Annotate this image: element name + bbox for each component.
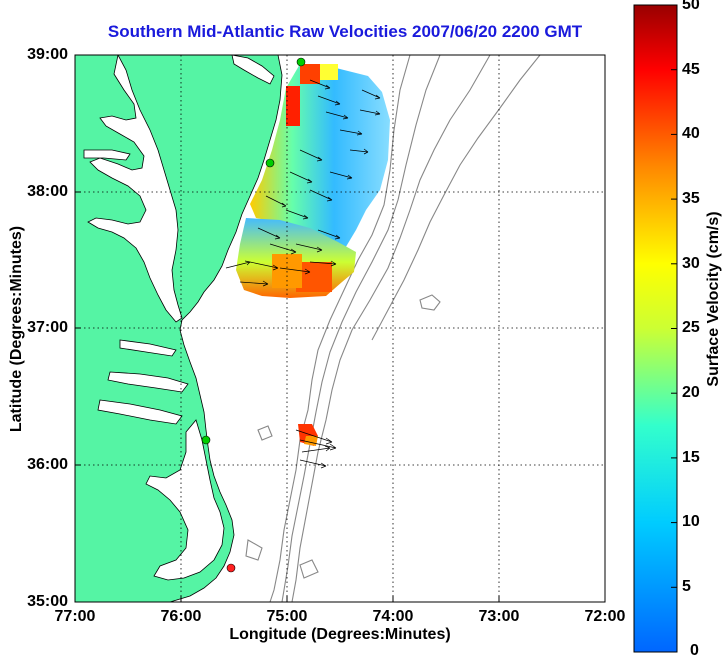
y-tick-label: 37:00 — [27, 319, 68, 336]
colorbar-tick-label: 20 — [682, 384, 700, 401]
chesapeake-bay — [87, 55, 183, 323]
station-marker-green — [296, 57, 306, 67]
y-tick-label: 36:00 — [27, 456, 68, 473]
delaware-bay — [231, 55, 275, 85]
colorbar-tick-label: 0 — [690, 642, 699, 659]
colorbar-tick-label: 35 — [682, 190, 700, 207]
velocity-field-north — [250, 64, 390, 250]
y-tick-label: 39:00 — [27, 46, 68, 63]
colorbar-tick-label: 25 — [682, 319, 700, 336]
colorbar-tick-label: 45 — [682, 61, 700, 78]
y-axis-label: Latitude (Degrees:Minutes) — [8, 225, 25, 433]
x-axis-label: Longitude (Degrees:Minutes) — [229, 626, 451, 643]
colorbar — [633, 4, 678, 653]
bathymetry-contours — [245, 55, 541, 602]
y-tick-label: 38:00 — [27, 183, 68, 200]
colorbar-tick-label: 5 — [682, 578, 691, 595]
pamlico-sound — [145, 419, 225, 581]
x-tick-label: 74:00 — [372, 608, 414, 625]
colorbar-tick-label: 10 — [682, 513, 700, 530]
colorbar-tick-label: 15 — [682, 449, 700, 466]
colorbar-tick-label: 30 — [682, 255, 700, 272]
x-tick-label: 72:00 — [584, 608, 626, 625]
colorbar-tick-label: 50 — [682, 0, 700, 13]
x-tick-label: 75:00 — [266, 608, 308, 625]
land-mass — [75, 55, 283, 602]
station-marker-green — [201, 435, 211, 445]
x-tick-label: 77:00 — [54, 608, 96, 625]
velocity-arrows — [225, 79, 381, 469]
map-title: Southern Mid-Atlantic Raw Velocities 200… — [107, 22, 583, 41]
station-marker-green — [265, 158, 275, 168]
x-tick-label: 76:00 — [160, 608, 202, 625]
grid-lines — [75, 55, 605, 602]
station-marker-red — [226, 563, 236, 573]
x-tick-label: 73:00 — [478, 608, 520, 625]
colorbar-tick-label: 40 — [682, 125, 700, 142]
colorbar-label: Surface Velocity (cm/s) — [705, 211, 722, 387]
y-tick-label: 35:00 — [27, 593, 68, 610]
